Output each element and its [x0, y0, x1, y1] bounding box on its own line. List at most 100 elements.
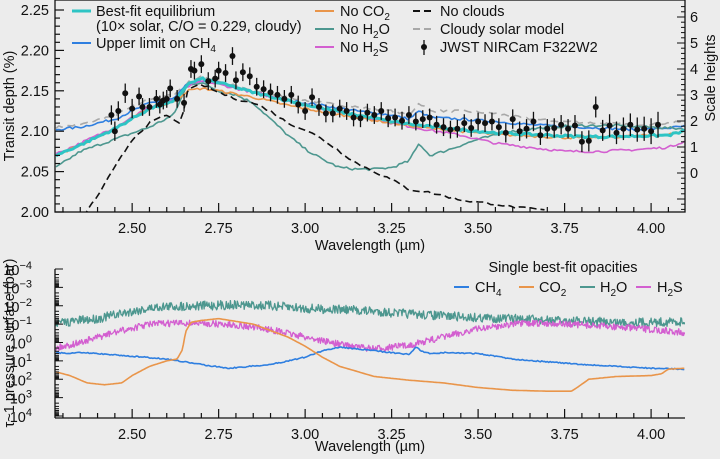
data-point [246, 73, 253, 80]
data-point [558, 121, 565, 128]
top-x-axis-title: Wavelength (µm) [315, 238, 425, 254]
data-point [205, 78, 212, 85]
data-point [509, 116, 516, 123]
data-point [468, 124, 475, 131]
legend-label-best-fit: Best-fit equilibrium [96, 4, 215, 20]
y-right-tick-label: 0 [690, 166, 698, 182]
legend-label-no-clouds: No clouds [440, 4, 504, 20]
data-point [433, 121, 440, 128]
data-point [129, 105, 136, 112]
x-tick-label: 2.75 [205, 221, 233, 237]
y-tick-exponent: −3 [19, 278, 32, 290]
data-point [146, 103, 153, 110]
y-tick-exponent: −1 [19, 315, 32, 327]
legend-label-co2: CO2 [539, 280, 567, 299]
data-point [239, 69, 246, 76]
data-point [336, 105, 343, 112]
data-point [222, 70, 229, 77]
data-point [399, 117, 406, 124]
data-point [627, 121, 634, 128]
data-point [495, 124, 502, 131]
data-point [412, 118, 419, 125]
x-tick-label: 4.00 [637, 427, 665, 443]
series-line-cloudy-solar-model [55, 74, 685, 129]
top-panel: 2.50 2.75 3.00 3.25 3.50 3.75 4.00 2.00 2.05 2.1… [2, 0, 719, 254]
data-point [641, 125, 648, 132]
data-point [115, 108, 122, 114]
data-point [475, 118, 482, 125]
data-point [108, 112, 115, 119]
x-tick-label: 3.75 [550, 221, 578, 237]
y-tick-exponent: 4 [26, 407, 32, 419]
data-point [585, 137, 592, 144]
data-point [343, 108, 350, 114]
data-point [139, 103, 146, 110]
series-line-h2s [55, 319, 685, 352]
data-point [274, 91, 281, 98]
data-point [153, 95, 160, 102]
data-point [288, 91, 295, 98]
legend-label-h2o: H2O [600, 280, 627, 299]
data-point [315, 103, 322, 110]
bottom-x-ticks: 2.50 2.75 3.00 3.25 3.50 3.75 4.00 [62, 409, 669, 443]
y-tick-label: 2.00 [21, 205, 49, 221]
data-point [350, 114, 357, 121]
data-point [599, 127, 606, 134]
y-right-tick-label: 4 [690, 62, 698, 78]
data-point [482, 120, 489, 127]
y-tick-exponent: 2 [26, 370, 32, 382]
data-point [551, 124, 558, 131]
data-point [357, 115, 364, 122]
data-point [371, 112, 378, 119]
legend-swatch-datapoint [421, 44, 427, 50]
y-tick-label: 2.15 [21, 84, 49, 100]
bottom-legend-title: Single best-fit opacities [488, 260, 637, 276]
x-tick-label: 3.25 [378, 221, 406, 237]
data-point [181, 99, 188, 106]
y-tick-label: 2.10 [21, 124, 49, 140]
data-point [655, 121, 662, 128]
data-point [530, 118, 537, 125]
y-tick-exponent: 3 [26, 389, 32, 401]
data-point [136, 93, 143, 100]
x-tick-label: 2.50 [118, 427, 146, 443]
x-tick-label: 3.00 [291, 221, 319, 237]
y-right-tick-label: 5 [690, 36, 698, 52]
data-point [232, 77, 239, 84]
data-point [364, 109, 371, 116]
data-point [488, 118, 495, 125]
y-tick-label: 2.05 [21, 165, 49, 181]
x-tick-label: 3.75 [550, 427, 578, 443]
data-point [461, 120, 468, 127]
data-point [516, 128, 523, 135]
data-point [122, 90, 129, 97]
data-point [198, 61, 205, 68]
data-point [571, 122, 578, 129]
series-line-h2o [55, 299, 685, 328]
data-point [565, 125, 572, 132]
data-point [229, 53, 236, 60]
legend-label-cloudy-solar: Cloudy solar model [440, 22, 564, 38]
y-right-tick-label: 1 [690, 140, 698, 156]
data-point [111, 128, 118, 135]
y-tick-label: 2.20 [21, 43, 49, 59]
data-point [454, 125, 461, 132]
y-tick-exponent: 0 [26, 334, 32, 346]
x-tick-label: 3.25 [378, 427, 406, 443]
data-point [592, 103, 599, 110]
y-tick-label: 2.25 [21, 3, 49, 19]
top-legend: Best-fit equilibrium (10× solar, C/O = 0… [72, 4, 598, 59]
y-tick-exponent: −2 [19, 297, 32, 309]
y-right-tick-label: 3 [690, 88, 698, 104]
data-point [578, 138, 585, 145]
top-x-ticks: 2.50 2.75 3.00 3.25 3.50 3.75 4.00 [62, 203, 669, 237]
data-point [212, 75, 219, 82]
data-point [281, 95, 288, 102]
legend-label-best-fit-detail: (10× solar, C/O = 0.229, cloudy) [96, 19, 302, 35]
x-tick-label: 3.50 [464, 427, 492, 443]
data-point [606, 122, 613, 129]
data-point [502, 129, 509, 136]
observations-group [108, 47, 662, 153]
data-point [634, 126, 641, 133]
data-point [447, 126, 454, 133]
